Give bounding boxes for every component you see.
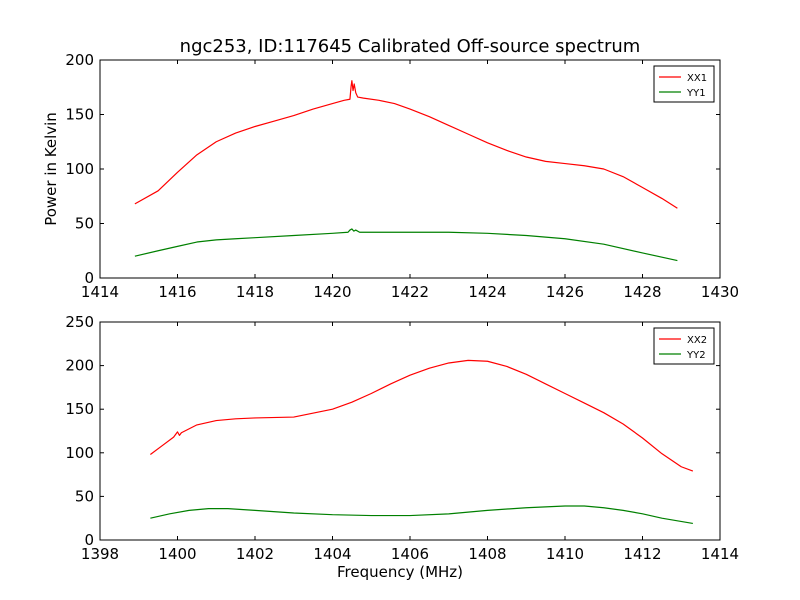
panel1-x-tick-label: 1430 (701, 283, 739, 301)
panel1-x-tick-label: 1424 (468, 283, 506, 301)
panel1-legend (653, 65, 715, 103)
figure-title: ngc253, ID:117645 Calibrated Off-source … (180, 36, 641, 57)
panel1-x-tick-label: 1414 (81, 283, 119, 301)
series-line-yy2 (150, 505, 693, 525)
panel2-legend (653, 327, 715, 365)
panel2-x-tick-label: 1400 (158, 545, 196, 563)
panel1-y-tick-label: 200 (65, 51, 94, 69)
panel2-x-tick-label: 1410 (546, 545, 584, 563)
series-line-yy1 (134, 228, 678, 262)
panel1-y-tick-label: 150 (65, 106, 94, 124)
panel2-x-tick-label: 1406 (391, 545, 429, 563)
panel2-y-tick-label: 50 (75, 487, 94, 505)
legend-label-yy2: YY2 (686, 350, 706, 361)
panel2-y-tick-label: 150 (65, 400, 94, 418)
bottom-spectrum-panel: 1398 1400 1402 1404 1406 1408 1410 1412 1414 0 50 1… (65, 313, 739, 581)
panel2-x-tick-label: 1398 (81, 545, 119, 563)
legend-label-yy1: YY1 (686, 88, 706, 99)
panel2-x-tick-label: 1412 (623, 545, 661, 563)
panel2-y-tick-label: 200 (65, 357, 94, 375)
panel2-y-tick-label: 0 (84, 531, 94, 549)
panel1-x-tick-label: 1422 (391, 283, 429, 301)
panel2-y-tick-label: 100 (65, 444, 94, 462)
panel2-x-axis-label: Frequency (MHz) (337, 563, 463, 581)
panel2-y-tick-label: 250 (65, 313, 94, 331)
panel1-y-tick-label: 100 (65, 160, 94, 178)
panel2-x-tick-label: 1404 (313, 545, 351, 563)
panel1-x-tick-label: 1420 (313, 283, 351, 301)
panel1-y-tick-label: 50 (75, 215, 94, 233)
panel1-x-tick-label: 1416 (158, 283, 196, 301)
series-line-xx1 (134, 80, 678, 209)
panel1-x-tick-label: 1418 (236, 283, 274, 301)
panel1-y-tick-label: 0 (84, 269, 94, 287)
legend-label-xx1: XX1 (687, 73, 707, 84)
panel1-x-tick-label: 1428 (623, 283, 661, 301)
panel2-x-tick-label: 1408 (468, 545, 506, 563)
series-line-xx2 (150, 359, 694, 472)
panel2-x-tick-label: 1414 (701, 545, 739, 563)
panel1-x-tick-label: 1426 (546, 283, 584, 301)
panel2-x-tick-label: 1402 (236, 545, 274, 563)
panel1-y-axis-label: Power in Kelvin (42, 112, 60, 226)
top-spectrum-panel: 1414 1416 1418 1420 1422 1424 1426 1428 1430 0 50 1… (42, 51, 739, 301)
legend-label-xx2: XX2 (687, 335, 707, 346)
